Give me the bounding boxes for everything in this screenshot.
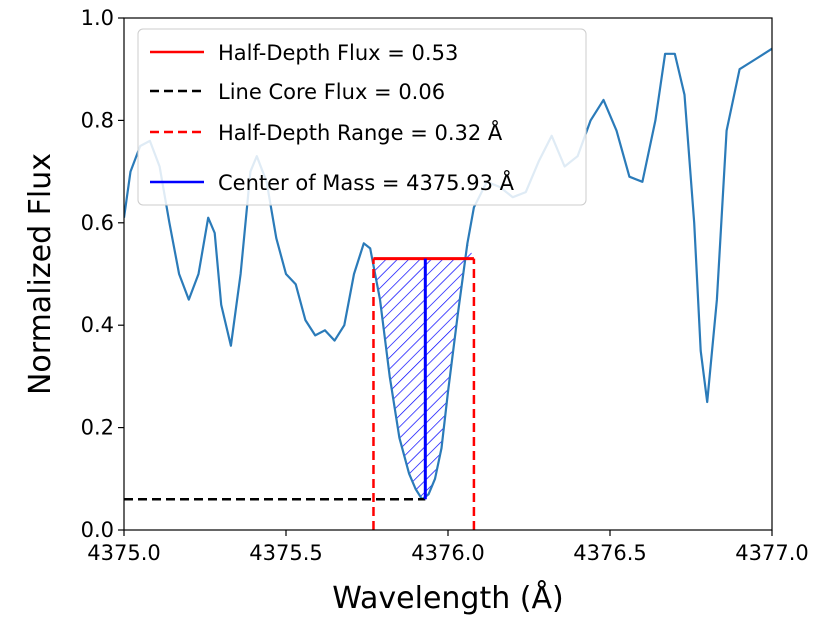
legend-label-line-core-flux: Line Core Flux = 0.06 xyxy=(218,80,445,104)
y-tick-label: 0.4 xyxy=(81,313,114,337)
x-tick-label: 4376.5 xyxy=(573,541,646,565)
legend: Half-Depth Flux = 0.53 Line Core Flux = … xyxy=(137,28,587,206)
spectrum-line xyxy=(124,47,772,501)
y-axis: 0.0 0.2 0.4 0.6 0.8 1.0 xyxy=(81,6,124,542)
x-tick-label: 4375.5 xyxy=(249,541,322,565)
y-axis-title: Normalized Flux xyxy=(23,153,58,395)
legend-label-center-of-mass: Center of Mass = 4375.93 Å xyxy=(218,169,515,195)
x-axis-title: Wavelength (Å) xyxy=(332,580,563,616)
x-tick-label: 4377.0 xyxy=(735,541,808,565)
y-tick-label: 0.0 xyxy=(81,518,114,542)
x-tick-label: 4376.0 xyxy=(411,541,484,565)
x-tick-label: 4375.0 xyxy=(87,541,160,565)
y-tick-label: 0.2 xyxy=(81,416,114,440)
y-tick-label: 0.8 xyxy=(81,108,114,132)
y-tick-label: 0.6 xyxy=(81,211,114,235)
plot-area xyxy=(124,47,772,530)
legend-box xyxy=(137,28,587,206)
line-core-hatched-region xyxy=(373,243,474,500)
y-tick-label: 1.0 xyxy=(81,6,114,30)
legend-label-half-depth-range: Half-Depth Range = 0.32 Å xyxy=(218,119,503,145)
x-axis: 4375.0 4375.5 4376.0 4376.5 4377.0 xyxy=(87,530,809,565)
legend-label-half-depth-flux: Half-Depth Flux = 0.53 xyxy=(218,41,458,65)
